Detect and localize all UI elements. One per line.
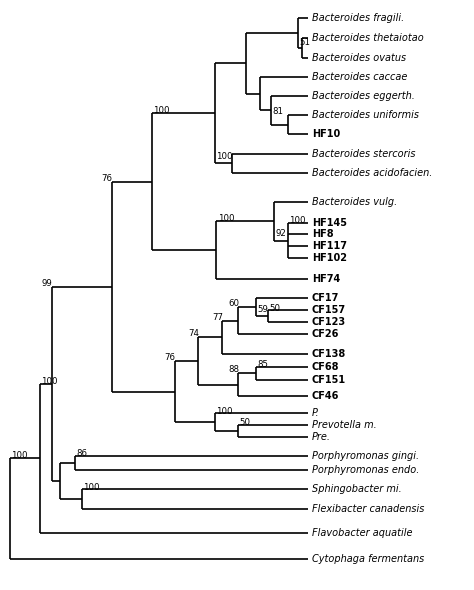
Text: CF26: CF26 [312, 329, 339, 339]
Text: Pre.: Pre. [312, 432, 331, 442]
Text: 81: 81 [273, 107, 284, 116]
Text: Bacteroides vulg.: Bacteroides vulg. [312, 196, 397, 206]
Text: HF74: HF74 [312, 274, 340, 284]
Text: 100: 100 [41, 376, 58, 385]
Text: 99: 99 [42, 278, 52, 288]
Text: HF145: HF145 [312, 218, 347, 228]
Text: 51: 51 [300, 38, 310, 47]
Text: Bacteroides uniformis: Bacteroides uniformis [312, 110, 419, 120]
Text: Porphyromonas endo.: Porphyromonas endo. [312, 465, 419, 475]
Text: Bacteroides stercoris: Bacteroides stercoris [312, 149, 416, 159]
Text: CF46: CF46 [312, 391, 339, 401]
Text: CF157: CF157 [312, 306, 346, 316]
Text: 76: 76 [164, 353, 175, 362]
Text: 100: 100 [154, 106, 170, 115]
Text: Flavobacter aquatile: Flavobacter aquatile [312, 527, 412, 537]
Text: 92: 92 [275, 230, 286, 238]
Text: 100: 100 [289, 216, 305, 225]
Text: 100: 100 [217, 152, 233, 161]
Text: 59: 59 [257, 306, 268, 314]
Text: CF138: CF138 [312, 349, 346, 359]
Text: 76: 76 [101, 173, 112, 183]
Text: Bacteroides acidofacien.: Bacteroides acidofacien. [312, 168, 432, 178]
Text: Flexibacter canadensis: Flexibacter canadensis [312, 504, 424, 514]
Text: Sphingobacter mi.: Sphingobacter mi. [312, 484, 402, 494]
Text: 50: 50 [239, 418, 250, 427]
Text: HF8: HF8 [312, 230, 334, 240]
Text: 100: 100 [218, 214, 234, 223]
Text: Bacteroides caccae: Bacteroides caccae [312, 72, 407, 82]
Text: 100: 100 [83, 483, 100, 491]
Text: Bacteroides eggerth.: Bacteroides eggerth. [312, 91, 415, 101]
Text: CF17: CF17 [312, 293, 339, 303]
Text: HF102: HF102 [312, 254, 347, 264]
Text: CF123: CF123 [312, 317, 346, 327]
Text: 77: 77 [212, 313, 224, 322]
Text: Bacteroides ovatus: Bacteroides ovatus [312, 53, 406, 63]
Text: 100: 100 [217, 407, 233, 415]
Text: CF151: CF151 [312, 375, 346, 385]
Text: 85: 85 [257, 360, 268, 369]
Text: CF68: CF68 [312, 362, 339, 372]
Text: HF117: HF117 [312, 241, 347, 251]
Text: Bacteroides thetaiotao: Bacteroides thetaiotao [312, 33, 424, 43]
Text: 60: 60 [228, 299, 239, 308]
Text: HF10: HF10 [312, 129, 340, 139]
Text: 86: 86 [76, 449, 87, 458]
Text: Porphyromonas gingi.: Porphyromonas gingi. [312, 451, 419, 461]
Text: 100: 100 [11, 451, 28, 460]
Text: 50: 50 [269, 304, 280, 313]
Text: 74: 74 [189, 329, 200, 338]
Text: Bacteroides fragili.: Bacteroides fragili. [312, 13, 404, 23]
Text: 88: 88 [228, 365, 239, 375]
Text: P.: P. [312, 408, 319, 418]
Text: Prevotella m.: Prevotella m. [312, 420, 377, 430]
Text: Cytophaga fermentans: Cytophaga fermentans [312, 555, 424, 565]
